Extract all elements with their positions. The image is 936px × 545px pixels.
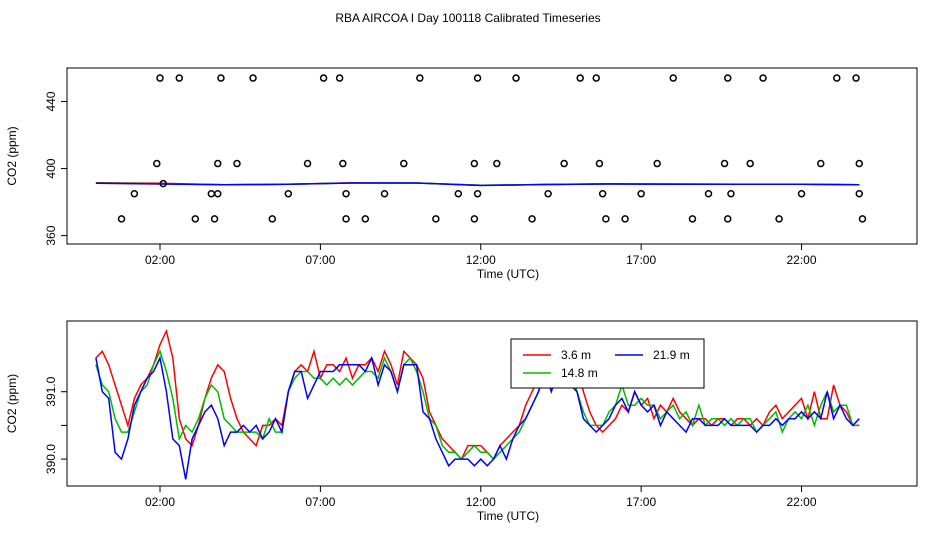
calibration-point [156,74,164,82]
calibration-point [855,159,864,168]
calibration-point [833,74,841,82]
calibration-point [595,159,604,168]
calibration-point [817,159,825,168]
x-tick-label: 02:00 [145,253,175,267]
calibration-point [214,159,222,168]
calibration-point [284,189,293,198]
calibration-point [210,215,219,223]
calibration-point [400,159,408,168]
calibration-point [775,215,783,223]
y-axis-title: CO2 (ppm) [5,374,19,433]
calibration-point [637,189,645,198]
calibration-point [432,215,440,223]
calibration-point [560,159,568,168]
x-tick-label: 17:00 [626,495,656,509]
calibration-point [724,215,732,223]
calibration-point [858,215,867,223]
calibration-point [704,189,713,198]
calibration-point [473,74,482,82]
calibration-point [724,74,732,82]
calibration-point [217,74,225,82]
calibration-point [688,215,697,223]
calibration-point [669,74,677,82]
calibration-point [727,189,735,198]
calibration-point [512,74,520,82]
panel-1: 02:00 07:00 12:00 17:00 22:00 360 400 440 Time (… [5,67,918,281]
y-tick-label: 390.0 [44,444,58,474]
y-axis-title: CO2 (ppm) [5,126,19,185]
legend-box [510,338,705,389]
calibration-point [746,159,754,168]
calibration-point [214,189,222,198]
x-tick-label: 12:00 [466,253,496,267]
legend-label: 14.8 m [561,366,598,380]
x-tick-label: 22:00 [787,495,817,509]
calibration-point [335,74,344,82]
calibration-point [653,159,661,168]
x-tick-label: 17:00 [626,253,656,267]
calibration-point [339,159,347,168]
calibration-point [528,215,536,223]
calibration-point [233,159,241,168]
calibration-point [361,215,370,223]
x-axis-title: Time (UTC) [477,509,539,523]
calibration-point [720,159,729,168]
calibration-point [470,159,479,168]
calibration-point [602,215,610,223]
calibration-point [493,159,501,168]
y-tick-label: 360 [44,225,58,245]
calibration-point [473,189,482,198]
calibration-point [207,189,216,198]
x-tick-label: 07:00 [305,253,335,267]
calibration-point [130,189,139,198]
calibration-point [268,215,277,223]
calibration-point [175,74,184,82]
calibration-point [592,74,600,82]
x-axis-title: Time (UTC) [477,267,539,281]
calibration-point [621,215,629,223]
x-tick-label: 07:00 [305,495,335,509]
legend: 3.6 m 14.8 m 21.9 m [510,338,705,389]
calibration-point [852,74,860,82]
y-tick-label: 391.0 [44,376,58,406]
series-line-14-8-m [95,349,860,461]
calibration-point [544,189,552,198]
calibration-point [342,189,350,198]
x-tick-label: 02:00 [145,495,175,509]
calibration-point [153,159,161,168]
panel-2: 02:00 07:00 12:00 17:00 22:00 390.0 391.0 Time … [5,320,918,523]
legend-label: 21.9 m [653,348,690,362]
calibration-point [797,189,806,198]
figure-title: RBA AIRCOA I Day 100118 Calibrated Times… [335,11,600,25]
series-line-21-9-m [95,355,860,480]
calibration-point [159,179,167,188]
calibration-point [117,215,126,223]
calibration-point [576,74,584,82]
calibration-point [342,215,350,223]
legend-label: 3.6 m [561,348,591,362]
calibration-point [855,189,864,198]
series-line-3 [95,182,860,187]
plot-frame [66,67,918,245]
x-tick-label: 12:00 [466,495,496,509]
calibration-point [416,74,424,82]
calibration-point [191,215,200,223]
calibration-point [454,189,463,198]
series-line-3-6-m [95,328,860,461]
calibration-point [759,74,767,82]
calibration-point [598,189,607,198]
calibration-point [303,159,312,168]
calibration-point [380,189,389,198]
calibration-point [470,215,479,223]
x-tick-label: 22:00 [787,253,817,267]
calibration-point [249,74,257,82]
calibration-point [319,74,328,82]
y-tick-label: 400 [44,158,58,178]
y-tick-label: 440 [44,91,58,111]
